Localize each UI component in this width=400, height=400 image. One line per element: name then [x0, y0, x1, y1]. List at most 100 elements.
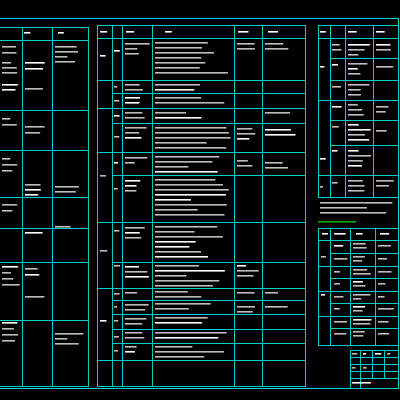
- illegible-text-line: [155, 270, 225, 272]
- illegible-text-line: [353, 285, 366, 287]
- illegible-text-line: [353, 269, 368, 271]
- illegible-text-line: [334, 333, 347, 335]
- illegible-text-line: [155, 337, 219, 339]
- illegible-text-line: [352, 382, 371, 384]
- illegible-text-line: [55, 51, 78, 53]
- illegible-text-line: [378, 271, 392, 273]
- illegible-text-line: [25, 88, 43, 90]
- illegible-text-line: [376, 31, 385, 33]
- illegible-text-line: [155, 303, 211, 305]
- illegible-text-line: [125, 232, 140, 234]
- left-table-grid: [0, 27, 89, 387]
- illegible-text-line: [125, 271, 148, 273]
- illegible-text-line: [348, 129, 371, 131]
- illegible-text-line: [378, 245, 391, 247]
- illegible-text-line: [155, 199, 191, 201]
- illegible-text-line: [334, 258, 348, 260]
- drawing-frame: [0, 18, 399, 389]
- illegible-text-line: [155, 241, 196, 243]
- illegible-text-line: [348, 44, 370, 46]
- illegible-text-line: [2, 46, 16, 48]
- illegible-text-line: [320, 31, 326, 33]
- illegible-text-line: [125, 276, 149, 278]
- illegible-text-line: [25, 189, 41, 191]
- illegible-text-line: [125, 84, 140, 86]
- illegible-text-group: [2, 31, 394, 384]
- illegible-text-line: [348, 165, 362, 167]
- illegible-text-line: [155, 189, 229, 191]
- illegible-text-line: [348, 185, 365, 187]
- illegible-text-line: [332, 106, 342, 108]
- illegible-text-line: [125, 180, 141, 182]
- illegible-text-line: [265, 48, 289, 50]
- illegible-text-line: [348, 160, 363, 162]
- illegible-text-line: [265, 43, 284, 45]
- illegible-text-line: [353, 273, 371, 275]
- illegible-text-line: [2, 118, 11, 120]
- illegible-text-line: [237, 311, 253, 313]
- illegible-text-line: [353, 319, 372, 321]
- illegible-text-line: [320, 207, 367, 209]
- illegible-text-line: [237, 165, 253, 167]
- illegible-text-line: [376, 106, 389, 108]
- illegible-text-line: [155, 280, 220, 282]
- illegible-text-line: [58, 32, 64, 34]
- illegible-text-line: [2, 334, 18, 336]
- left-table-border: [0, 27, 89, 387]
- illegible-text-line: [334, 233, 346, 235]
- illegible-text-line: [2, 322, 18, 324]
- middle-table-grid: [97, 25, 306, 387]
- illegible-text-line: [378, 321, 389, 323]
- illegible-text-line: [265, 112, 291, 114]
- illegible-text-line: [265, 306, 288, 308]
- illegible-text-line: [155, 184, 223, 186]
- illegible-text-line: [353, 331, 365, 333]
- illegible-text-line: [2, 204, 18, 206]
- illegible-text-line: [100, 320, 107, 322]
- illegible-text-line: [332, 150, 338, 152]
- illegible-text-line: [155, 204, 227, 206]
- illegible-text-line: [348, 114, 364, 116]
- illegible-text-line: [2, 210, 13, 212]
- illegible-text-line: [55, 191, 76, 193]
- illegible-text-line: [114, 350, 119, 352]
- right-lower-table: [318, 228, 399, 346]
- illegible-text-line: [334, 308, 340, 310]
- illegible-text-line: [155, 214, 225, 216]
- illegible-text-line: [155, 89, 195, 91]
- illegible-text-line: [155, 285, 213, 287]
- illegible-text-line: [155, 156, 220, 158]
- illegible-text-line: [114, 336, 119, 338]
- illegible-text-line: [334, 245, 344, 247]
- illegible-text-line: [155, 346, 193, 348]
- illegible-text-line: [237, 48, 255, 50]
- illegible-text-line: [125, 117, 145, 119]
- illegible-text-line: [155, 332, 227, 334]
- illegible-text-line: [125, 89, 143, 91]
- illegible-text-line: [125, 323, 143, 325]
- illegible-text-line: [155, 166, 189, 168]
- illegible-text-line: [352, 367, 356, 369]
- illegible-text-line: [348, 109, 363, 111]
- illegible-text-line: [348, 104, 358, 106]
- illegible-text-line: [322, 233, 328, 235]
- illegible-text-line: [114, 265, 120, 267]
- illegible-text-line: [155, 322, 203, 324]
- illegible-text-line: [55, 61, 76, 63]
- illegible-text-line: [125, 112, 143, 114]
- illegible-text-line: [348, 54, 359, 56]
- illegible-text-line: [376, 111, 386, 113]
- illegible-text-line: [376, 44, 391, 46]
- illegible-text-line: [155, 117, 202, 119]
- illegible-text-line: [378, 258, 387, 260]
- illegible-text-line: [125, 132, 140, 134]
- illegible-text-line: [353, 306, 366, 308]
- illegible-text-line: [155, 52, 214, 54]
- illegible-text-line: [268, 31, 278, 33]
- illegible-text-line: [155, 142, 207, 144]
- illegible-text-line: [2, 62, 12, 64]
- illegible-text-line: [25, 184, 41, 186]
- right-upper-table-grid: [318, 25, 399, 198]
- illegible-text-line: [25, 62, 45, 64]
- illegible-text-line: [155, 265, 200, 267]
